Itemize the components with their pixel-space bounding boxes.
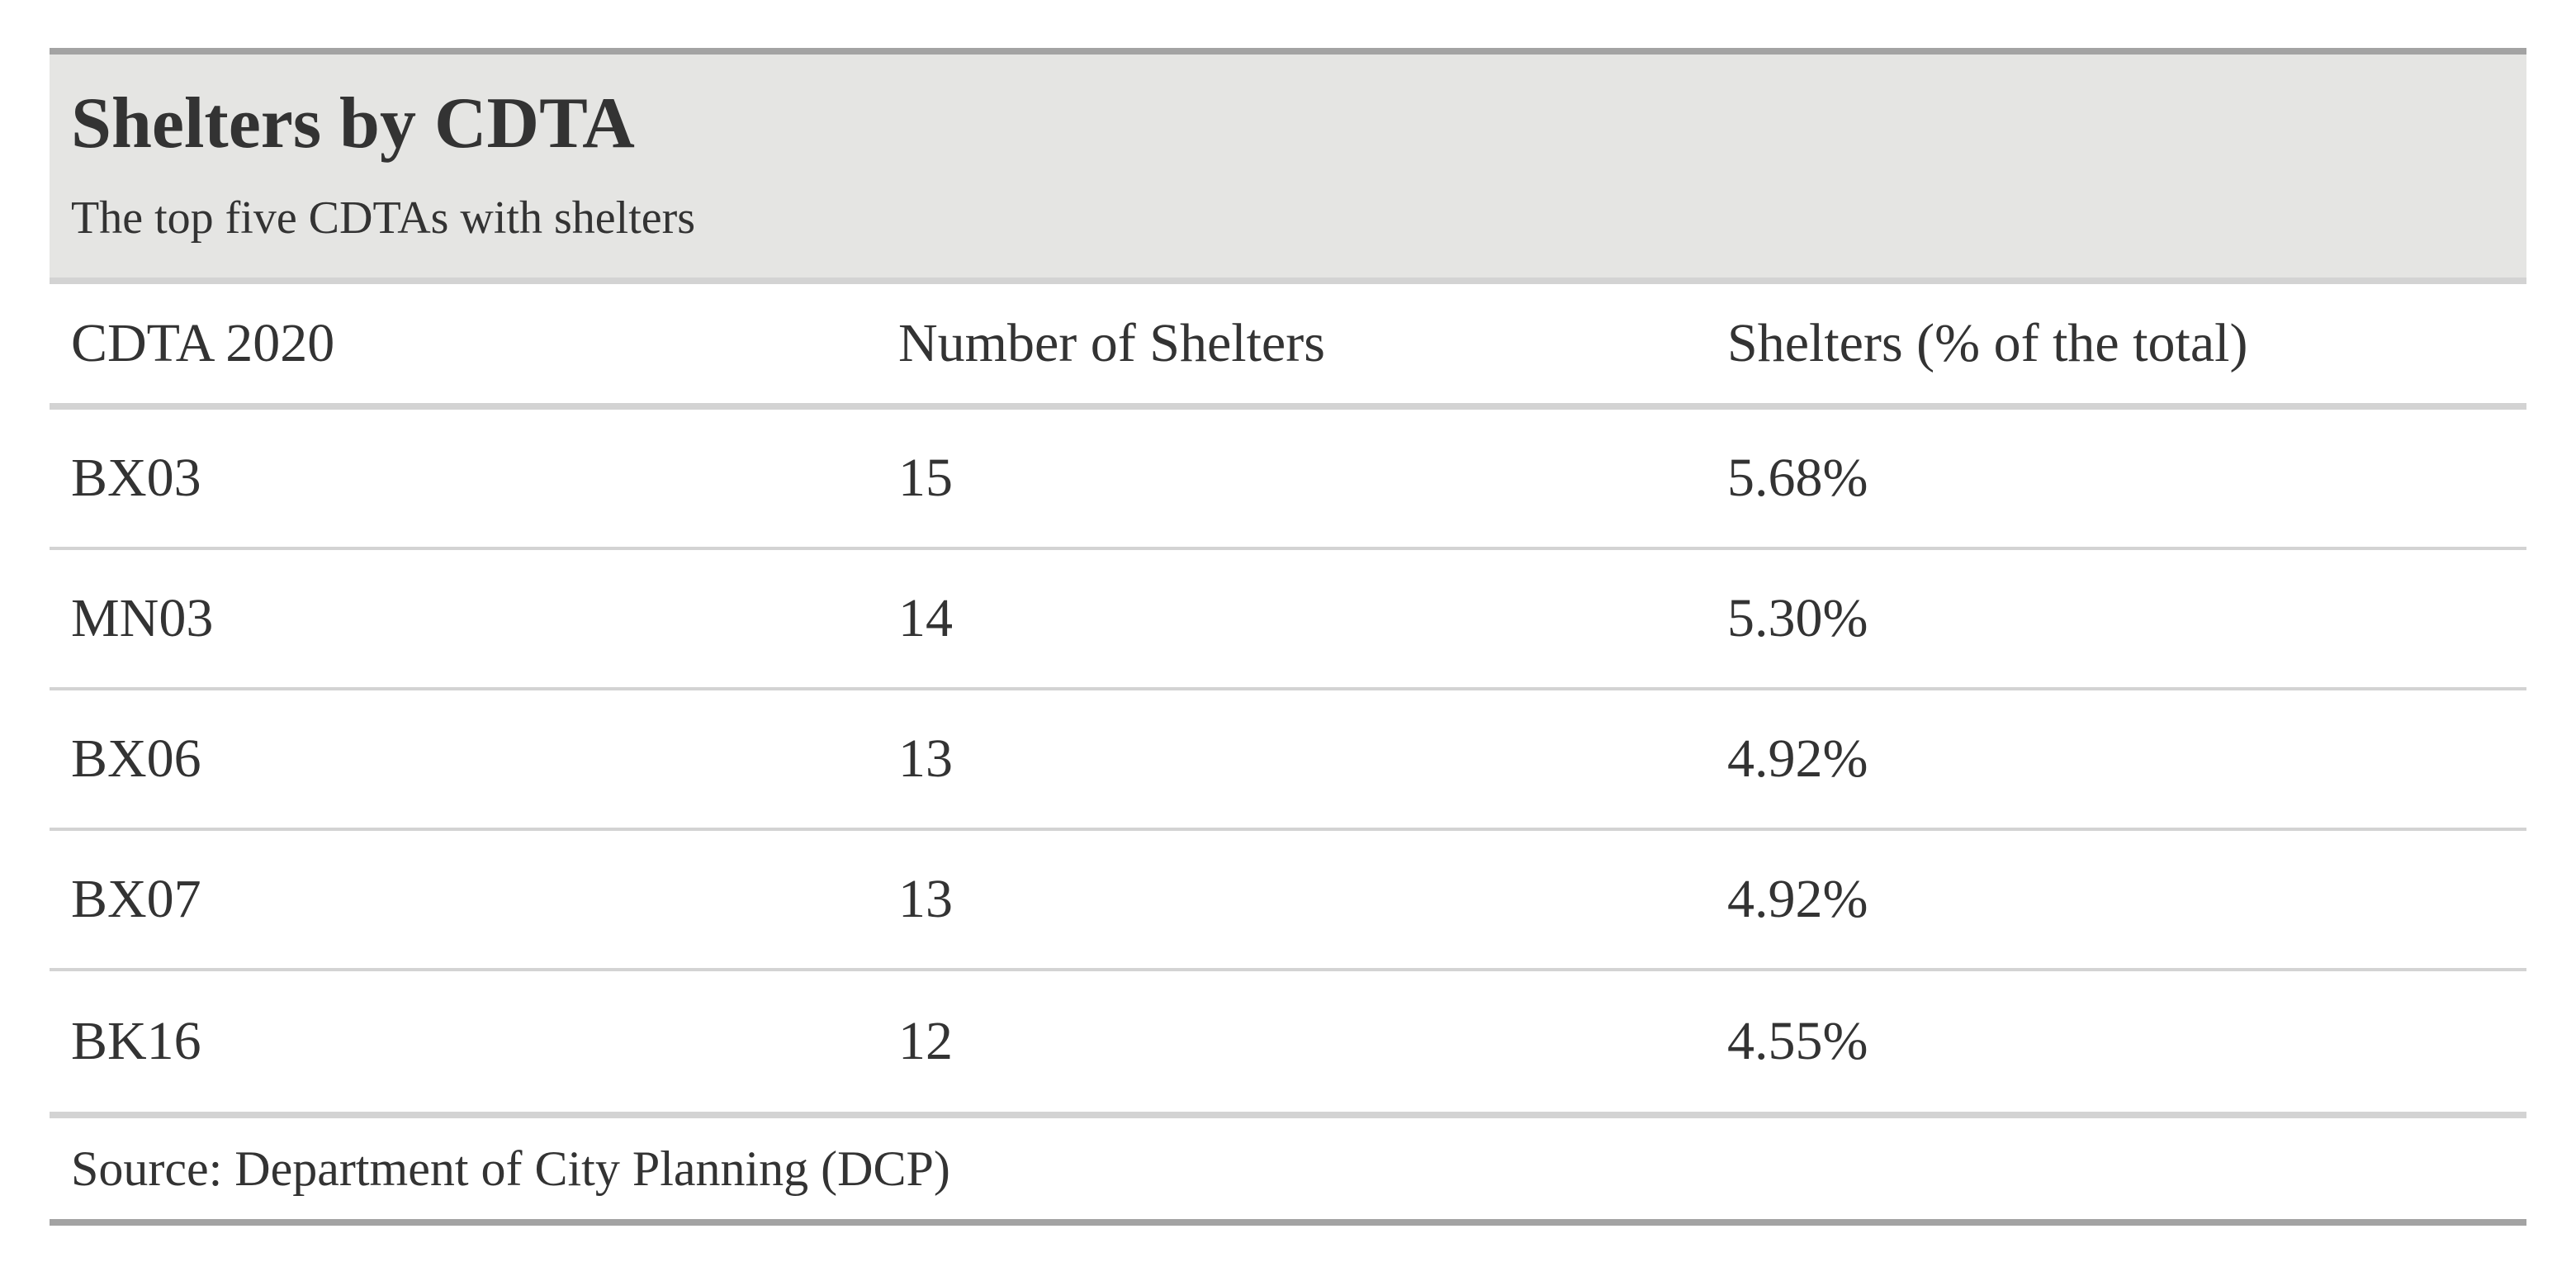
cell-percent: 4.55%: [1727, 1011, 1868, 1071]
source-note: Source: Department of City Planning (DCP…: [71, 1141, 950, 1196]
cell-cdta: BK16: [71, 1011, 201, 1071]
cell-cdta: MN03: [71, 588, 214, 648]
table-title: Shelters by CDTA: [71, 83, 635, 164]
cell-percent: 4.92%: [1727, 728, 1868, 789]
cell-number: 14: [898, 588, 953, 648]
column-header-cdta: CDTA 2020: [71, 313, 335, 373]
cell-number: 12: [898, 1011, 953, 1071]
header-bottom-rule: [50, 403, 2526, 410]
column-header-row: CDTA 2020 Number of Shelters Shelters (%…: [50, 284, 2526, 403]
cell-cdta: BX06: [71, 728, 201, 789]
table-row: BK16 12 4.55%: [50, 971, 2526, 1112]
column-header-percent: Shelters (% of the total): [1727, 313, 2248, 373]
table-bottom-rule: [50, 1219, 2526, 1226]
table-row: BX06 13 4.92%: [50, 690, 2526, 831]
cell-percent: 4.92%: [1727, 869, 1868, 929]
table-top-rule: [50, 48, 2526, 55]
table-row: BX03 15 5.68%: [50, 410, 2526, 550]
column-header-number: Number of Shelters: [898, 313, 1325, 373]
table-row: MN03 14 5.30%: [50, 550, 2526, 690]
table-row: BX07 13 4.92%: [50, 831, 2526, 971]
table-subtitle: The top five CDTAs with shelters: [71, 192, 696, 244]
cell-percent: 5.68%: [1727, 448, 1868, 508]
shelters-table: Shelters by CDTA The top five CDTAs with…: [50, 48, 2526, 1226]
cell-number: 15: [898, 448, 953, 508]
footer-top-rule: [50, 1112, 2526, 1118]
cell-number: 13: [898, 869, 953, 929]
table-title-block: Shelters by CDTA The top five CDTAs with…: [50, 55, 2526, 278]
cell-percent: 5.30%: [1727, 588, 1868, 648]
cell-number: 13: [898, 728, 953, 789]
cell-cdta: BX07: [71, 869, 201, 929]
header-top-rule: [50, 278, 2526, 284]
cell-cdta: BX03: [71, 448, 201, 508]
